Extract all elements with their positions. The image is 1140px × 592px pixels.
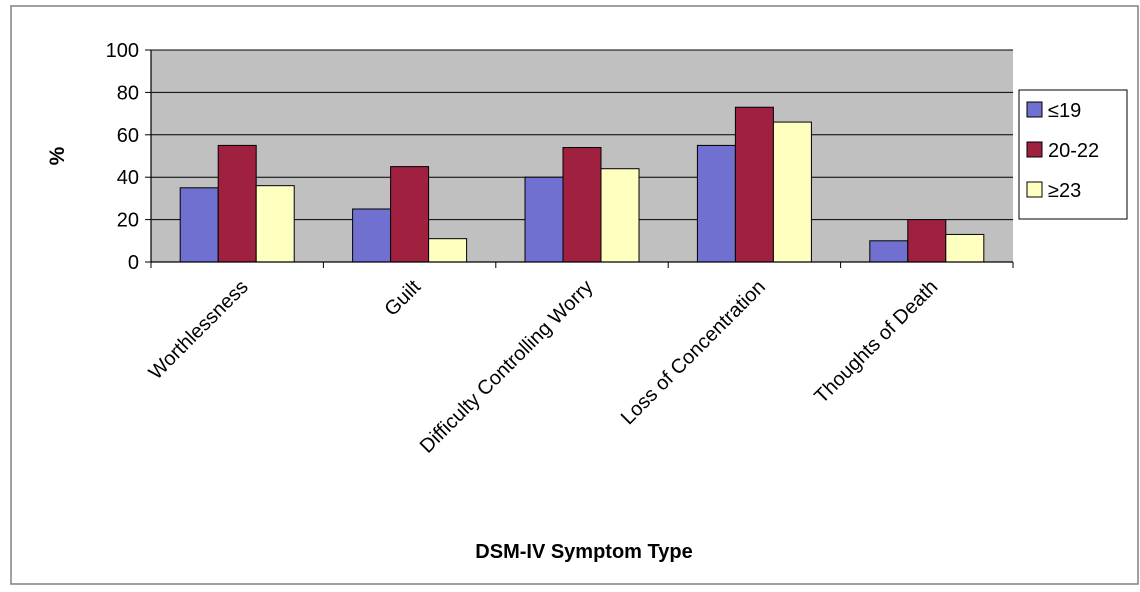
y-tick-label: 80 xyxy=(117,82,139,104)
bar xyxy=(255,185,295,263)
legend-label: ≥23 xyxy=(1048,180,1081,202)
legend: ≤19 20-22 ≥23 xyxy=(1018,89,1128,220)
bar xyxy=(734,106,774,263)
y-axis-label: % xyxy=(46,146,69,165)
bars xyxy=(179,106,985,263)
y-tick-label: 0 xyxy=(128,252,139,274)
y-tick-label: 40 xyxy=(117,167,139,189)
legend-swatch xyxy=(1026,141,1043,158)
x-axis-label: DSM-IV Symptom Type xyxy=(475,541,692,563)
bar xyxy=(600,168,640,263)
bar xyxy=(428,238,468,263)
bar xyxy=(390,166,430,263)
legend-label: ≤19 xyxy=(1048,100,1081,122)
bar xyxy=(869,240,909,263)
bar xyxy=(217,144,257,263)
axes xyxy=(145,49,1014,268)
y-tick-label: 60 xyxy=(117,125,139,147)
y-tick-label: 100 xyxy=(106,40,139,62)
bar xyxy=(696,144,736,263)
bar xyxy=(179,187,219,263)
bar xyxy=(945,233,985,263)
bar xyxy=(772,121,812,263)
legend-swatch xyxy=(1026,101,1043,118)
legend-label: 20-22 xyxy=(1048,140,1099,162)
bar xyxy=(524,176,564,263)
y-tick-labels: 0 20 40 60 80 100 xyxy=(106,40,139,274)
y-tick-label: 20 xyxy=(117,210,139,232)
legend-swatch xyxy=(1026,181,1043,198)
bar xyxy=(562,147,602,263)
bar xyxy=(352,208,392,263)
bar xyxy=(907,219,947,263)
